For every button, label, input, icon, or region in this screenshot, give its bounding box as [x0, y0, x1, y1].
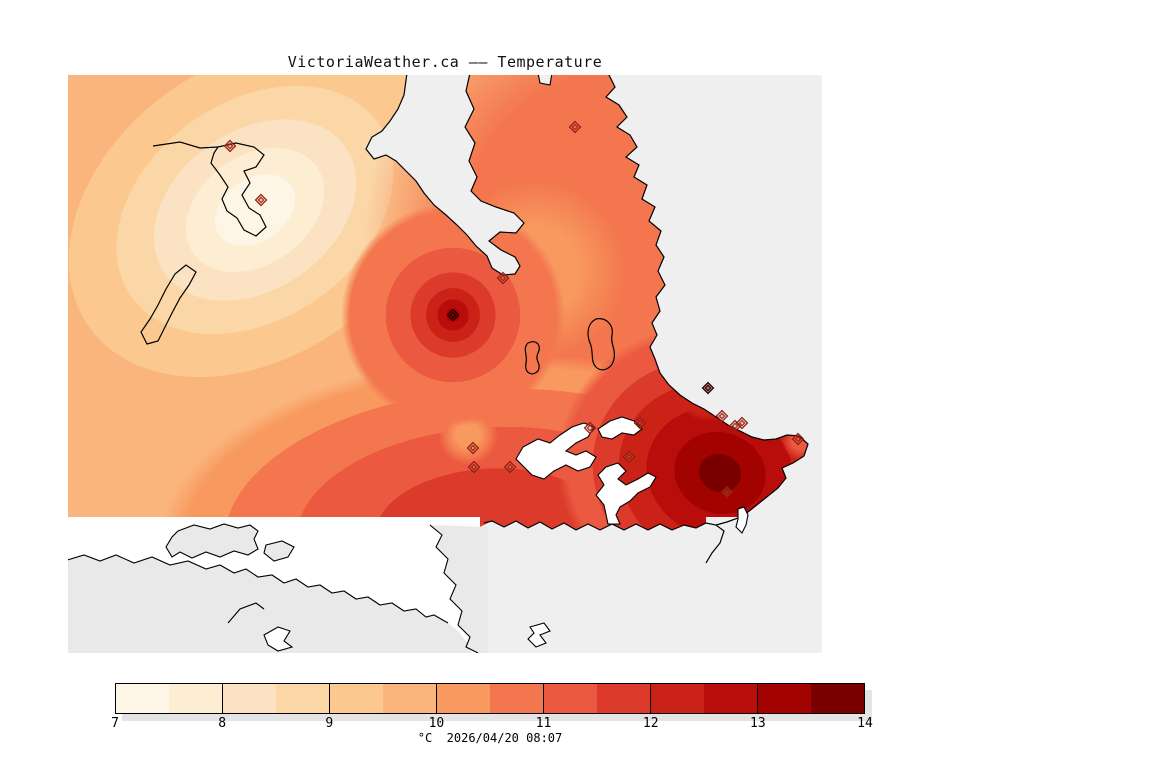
station-marker[interactable]	[715, 409, 729, 423]
map-area	[68, 75, 822, 653]
station-marker[interactable]	[466, 441, 480, 455]
east-land-mass	[430, 525, 488, 653]
station-marker[interactable]	[720, 485, 734, 499]
colorbar-tick-label: 7	[111, 716, 119, 731]
islet	[527, 622, 551, 648]
colorbar-segment	[383, 684, 436, 713]
station-marker[interactable]	[701, 381, 715, 395]
colorbar-unit-label: °C	[417, 731, 433, 745]
harbor	[595, 462, 657, 525]
colorbar-tick-label: 9	[325, 716, 334, 731]
station-marker[interactable]	[503, 460, 517, 474]
colorbar-tick-label: 8	[218, 716, 227, 731]
station-marker[interactable]	[633, 416, 647, 430]
colorbar-tick-label: 12	[642, 716, 659, 731]
lake-outlines	[140, 141, 616, 375]
map-canvas[interactable]	[68, 75, 822, 653]
harbor	[515, 422, 597, 480]
colorbar: 7 8 9 10 11 12 13 14 °C 2026/04/20 08:07	[111, 683, 873, 745]
station-marker[interactable]	[254, 193, 268, 207]
colorbar-segment	[490, 684, 543, 713]
colorbar-segment	[222, 684, 276, 713]
station-markers	[223, 120, 805, 499]
colorbar-bar	[115, 683, 865, 714]
colorbar-tick-label: 14	[857, 716, 873, 731]
lake	[524, 341, 540, 375]
station-marker[interactable]	[223, 139, 237, 153]
colorbar-segment	[116, 684, 169, 713]
coastline	[483, 75, 809, 564]
colorbar-segment	[597, 684, 650, 713]
east-sea	[606, 75, 822, 653]
colorbar-segment	[811, 684, 864, 713]
station-marker[interactable]	[467, 460, 481, 474]
spit-line	[227, 602, 265, 624]
colorbar-segment	[757, 684, 811, 713]
station-marker[interactable]	[622, 450, 636, 464]
colorbar-segment	[169, 684, 222, 713]
colorbar-tick-label: 11	[535, 716, 552, 731]
south-sea	[480, 521, 724, 653]
peninsula-south	[68, 555, 472, 653]
harbor-inlets	[515, 416, 657, 525]
station-marker[interactable]	[791, 432, 805, 446]
station-marker[interactable]	[735, 416, 749, 430]
station-marker[interactable]	[446, 308, 460, 322]
colorbar-tick-label: 10	[428, 716, 445, 731]
station-marker[interactable]	[496, 271, 510, 285]
colorbar-segment	[650, 684, 704, 713]
outside-land	[68, 506, 749, 653]
small-island	[263, 540, 295, 562]
station-marker[interactable]	[568, 120, 582, 134]
station-marker[interactable]	[583, 421, 597, 435]
island-chain	[165, 523, 259, 559]
lake	[210, 142, 267, 237]
colorbar-segment	[436, 684, 490, 713]
colorbar-segment	[276, 684, 329, 713]
inner-bay	[263, 626, 294, 652]
colorbar-segment	[543, 684, 597, 713]
north-bay	[537, 75, 553, 86]
colorbar-timestamp: 2026/04/20 08:07	[446, 731, 563, 745]
trial-island	[735, 506, 749, 534]
colorbar-tick-label: 13	[750, 716, 766, 731]
colorbar-segment	[329, 684, 383, 713]
lake	[140, 264, 197, 345]
colorbar-segment	[704, 684, 757, 713]
creek-line	[152, 141, 219, 149]
harbor	[597, 416, 643, 440]
colorbar-caption: °C 2026/04/20 08:07	[115, 731, 865, 745]
map-title: VictoriaWeather.ca –– Temperature	[287, 53, 603, 71]
colorbar-ticks: 7 8 9 10 11 12 13 14	[111, 716, 873, 732]
lake	[587, 318, 616, 371]
station-marker[interactable]	[728, 419, 742, 433]
